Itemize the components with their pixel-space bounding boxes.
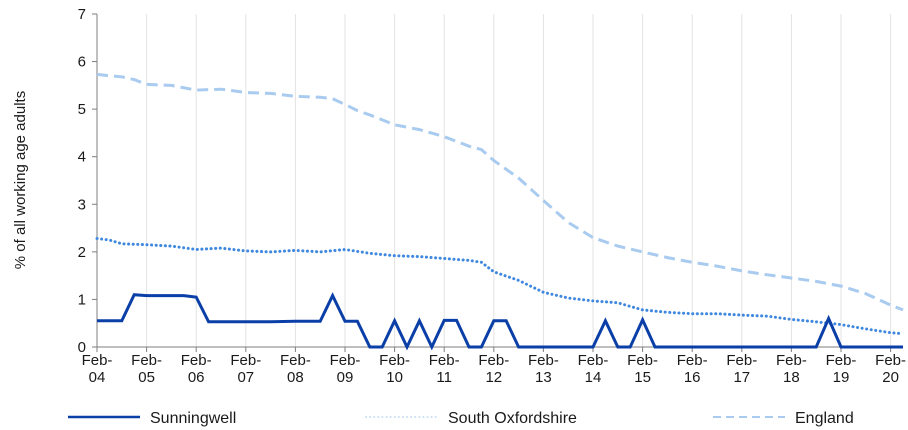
x-tick-label: Feb-17 bbox=[726, 352, 757, 386]
series-line-england bbox=[96, 72, 904, 312]
x-tick-labels: Feb-04 Feb-05 Feb-06 Feb-07 Feb-08 Feb-09 Feb-… bbox=[82, 347, 906, 386]
legend-label: Sunningwell bbox=[150, 410, 236, 427]
legend-label: England bbox=[795, 410, 854, 427]
y-tick-label: 3 bbox=[78, 196, 86, 213]
y-tick-label: 1 bbox=[78, 291, 86, 308]
x-tick-label: Feb-13 bbox=[528, 352, 559, 386]
x-tick-label: Feb-09 bbox=[330, 352, 361, 386]
x-tick-label: Feb-10 bbox=[379, 352, 410, 386]
y-tick-label: 6 bbox=[78, 54, 86, 71]
legend-label: South Oxfordshire bbox=[448, 410, 577, 427]
x-tick-label: Feb-12 bbox=[478, 352, 509, 386]
y-tick-label: 7 bbox=[78, 6, 86, 23]
legend: Sunningwell South Oxfordshire England bbox=[68, 410, 854, 427]
series-line-south-oxfordshire bbox=[95, 237, 905, 336]
y-tick-labels: 0 1 2 3 4 5 6 7 bbox=[78, 6, 97, 356]
x-tick-label: Feb-11 bbox=[429, 352, 460, 386]
x-tick-label: Feb-18 bbox=[776, 352, 807, 386]
y-axis-title: % of all working age adults bbox=[12, 91, 29, 269]
y-tick-label: 2 bbox=[78, 244, 86, 261]
x-tick-label: Feb-14 bbox=[578, 352, 609, 386]
gridlines bbox=[96, 14, 892, 347]
x-tick-label: Feb-04 bbox=[82, 352, 113, 386]
series-lines bbox=[95, 72, 905, 351]
x-tick-label: Feb-20 bbox=[875, 352, 906, 386]
axes bbox=[96, 14, 903, 348]
y-tick-label: 4 bbox=[78, 149, 86, 166]
y-tick-label: 5 bbox=[78, 101, 86, 118]
x-tick-label: Feb-08 bbox=[280, 352, 311, 386]
x-tick-label: Feb-19 bbox=[826, 352, 857, 386]
series-line-sunningwell bbox=[97, 292, 903, 351]
x-tick-label: Feb-16 bbox=[677, 352, 708, 386]
x-tick-label: Feb-06 bbox=[181, 352, 212, 386]
x-tick-label: Feb-05 bbox=[131, 352, 162, 386]
y-tick-label: 0 bbox=[78, 339, 86, 356]
x-tick-label: Feb-07 bbox=[230, 352, 261, 386]
x-tick-label: Feb-15 bbox=[627, 352, 658, 386]
